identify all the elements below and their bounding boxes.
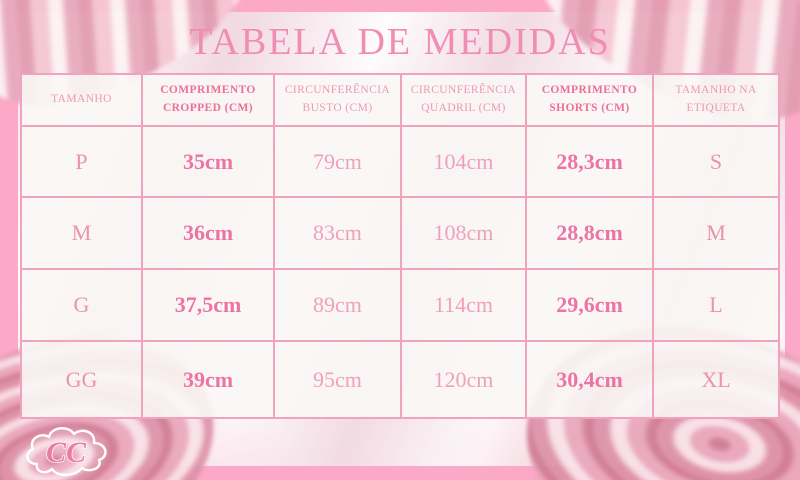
cell-size: M — [20, 196, 143, 270]
cell-tag-size: S — [652, 125, 780, 198]
cell-hip: 108cm — [400, 196, 527, 270]
header-row: TAMANHO COMPRIMENTO CROPPED (Cm) CIRCUNF… — [20, 73, 780, 127]
col-header-tamanho-etiqueta: TAMANHO NA ETIQUETA — [652, 73, 780, 127]
table-row-gg: GG 39cm 95cm 120cm 30,4cm XL — [20, 340, 780, 419]
cell-size: GG — [20, 340, 143, 419]
table-row-m: M 36cm 83cm 108cm 28,8cm M — [20, 196, 780, 270]
table-row-g: G 37,5cm 89cm 114cm 29,6cm L — [20, 268, 780, 342]
size-table: TAMANHO COMPRIMENTO CROPPED (Cm) CIRCUNF… — [20, 73, 780, 419]
cell-bust: 95cm — [273, 340, 402, 419]
cell-shorts-length: 28,8cm — [525, 196, 654, 270]
cell-hip: 114cm — [400, 268, 527, 342]
cell-tag-size: M — [652, 196, 780, 270]
cell-tag-size: XL — [652, 340, 780, 419]
cell-tag-size: L — [652, 268, 780, 342]
table-row-p: P 35cm 79cm 104cm 28,3cm S — [20, 125, 780, 198]
cell-bust: 79cm — [273, 125, 402, 198]
logo-text: CC — [46, 436, 87, 469]
page-title: TABELA DE MEDIDAS — [189, 21, 611, 63]
col-header-circunferencia-quadril: CIRCUNFERÊNCIA QUADRIL (Cm) — [400, 73, 527, 127]
col-header-comprimento-shorts: COMPRIMENTO SHORTS (Cm) — [525, 73, 654, 127]
cell-size: P — [20, 125, 143, 198]
cell-cropped-length: 37,5cm — [141, 268, 275, 342]
cell-size: G — [20, 268, 143, 342]
cell-shorts-length: 29,6cm — [525, 268, 654, 342]
cell-hip: 104cm — [400, 125, 527, 198]
cell-cropped-length: 35cm — [141, 125, 275, 198]
col-header-tamanho: TAMANHO — [20, 73, 143, 127]
cell-shorts-length: 28,3cm — [525, 125, 654, 198]
cell-hip: 120cm — [400, 340, 527, 419]
cc-cloud-logo: CC — [26, 427, 107, 477]
cell-cropped-length: 36cm — [141, 196, 275, 270]
cell-bust: 89cm — [273, 268, 402, 342]
col-header-comprimento-cropped: COMPRIMENTO CROPPED (Cm) — [141, 73, 275, 127]
cell-cropped-length: 39cm — [141, 340, 275, 419]
cell-shorts-length: 30,4cm — [525, 340, 654, 419]
cell-bust: 83cm — [273, 196, 402, 270]
col-header-circunferencia-busto: CIRCUNFERÊNCIA BUSTO (Cm) — [273, 73, 402, 127]
